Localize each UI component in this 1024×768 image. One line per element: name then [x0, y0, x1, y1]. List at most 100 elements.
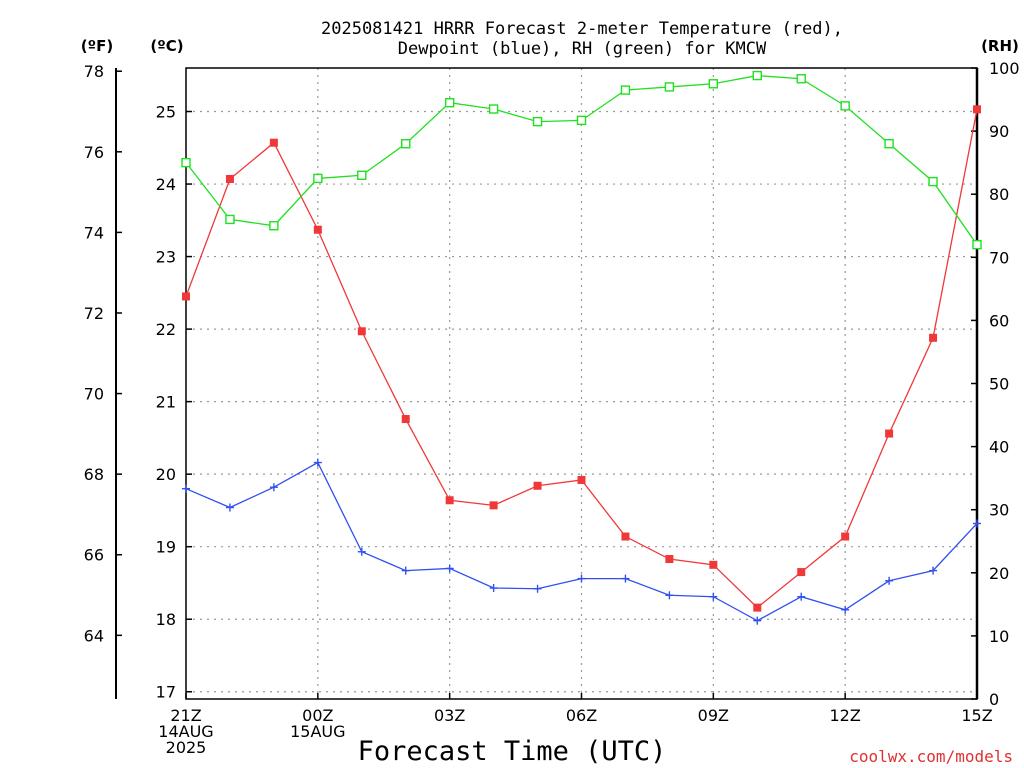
dewpoint-point [445, 564, 454, 573]
rh-point [357, 170, 367, 180]
celsius-tick-label: 20 [156, 465, 176, 484]
x-tick-label: 21Z [170, 706, 201, 725]
rh-axis-label: (RH) [981, 37, 1019, 55]
rh-point [972, 239, 982, 250]
rh-point [488, 104, 499, 114]
temperature-point [753, 603, 762, 612]
temperature-point [225, 174, 234, 183]
rh-point [444, 98, 455, 108]
rh-tick-label: 0 [989, 690, 999, 709]
fahrenheit-axis-label: (ºF) [81, 37, 113, 55]
temperature-point [841, 532, 850, 541]
rh-point [620, 85, 631, 95]
rh-point [708, 79, 719, 89]
rh-point [532, 116, 543, 127]
dewpoint-point [182, 484, 190, 493]
x-tick-label: 15Z [961, 706, 992, 725]
rh-tick-label: 10 [989, 627, 1009, 646]
fahrenheit-tick-label: 68 [84, 465, 104, 484]
rh-tick-label: 30 [989, 501, 1009, 520]
rh-point [928, 176, 938, 187]
rh-tick-label: 50 [989, 375, 1009, 394]
dewpoint-point [357, 547, 366, 556]
dewpoint-point [709, 592, 718, 601]
dewpoint-line [185, 461, 978, 622]
celsius-tick-label: 18 [156, 610, 176, 629]
dewpoint-point [621, 574, 630, 583]
dewpoint-point [313, 458, 322, 467]
rh-tick-label: 40 [989, 438, 1009, 457]
fahrenheit-tick-label: 64 [84, 626, 104, 645]
celsius-tick-label: 22 [156, 320, 176, 339]
dewpoint-point [797, 592, 806, 601]
x-tick-label: 15AUG [290, 722, 345, 741]
rh-series [181, 70, 982, 250]
temperature-point [401, 415, 410, 424]
x-tick-label: 09Z [698, 706, 729, 725]
left-celsius-axis: 17 18 19 20 21 22 23 24 25 [156, 103, 192, 702]
dewpoint-point [577, 574, 586, 583]
temperature-point [445, 496, 454, 505]
dewpoint-point [401, 566, 410, 575]
rh-point [752, 70, 762, 81]
rh-point [401, 139, 411, 149]
celsius-tick-label: 23 [156, 248, 176, 267]
rh-point [313, 173, 323, 184]
rh-point [884, 139, 894, 149]
chart-title-line1: 2025081421 HRRR Forecast 2-meter Tempera… [321, 19, 843, 39]
temperature-point [489, 501, 498, 510]
x-tick-label: 06Z [566, 706, 597, 725]
temperature-point [621, 532, 630, 541]
grid-lines [186, 68, 977, 699]
celsius-tick-label: 21 [156, 393, 176, 412]
x-axis-title: Forecast Time (UTC) [358, 736, 667, 767]
temperature-point [885, 429, 894, 438]
rh-point [269, 221, 279, 231]
dewpoint-point [225, 503, 234, 512]
dewpoint-point [929, 566, 938, 575]
temperature-point [797, 568, 806, 577]
celsius-tick-label: 25 [156, 103, 176, 122]
temperature-series [182, 105, 981, 612]
dewpoint-point [489, 584, 498, 593]
temperature-point [313, 225, 322, 234]
dewpoint-series [182, 458, 981, 625]
series-lines [181, 70, 982, 625]
chart-title-line2: Dewpoint (blue), RH (green) for KMCW [398, 39, 767, 59]
rh-tick-label: 20 [989, 564, 1009, 583]
rh-tick-label: 70 [989, 248, 1009, 267]
rh-tick-label: 60 [989, 311, 1009, 330]
fahrenheit-tick-label: 72 [84, 304, 104, 323]
rh-point [181, 157, 191, 168]
celsius-tick-label: 24 [156, 175, 176, 194]
rh-point [664, 82, 675, 92]
dewpoint-point [973, 519, 981, 528]
rh-point [840, 101, 850, 111]
fahrenheit-tick-label: 66 [84, 546, 104, 565]
rh-tick-label: 90 [989, 122, 1009, 141]
x-tick-label: 14AUG [158, 722, 213, 741]
watermark-text: coolwx.com/models [849, 747, 1013, 766]
dewpoint-point [885, 576, 894, 585]
x-tick-label: 03Z [434, 706, 465, 725]
temperature-point [665, 555, 674, 564]
fahrenheit-tick-label: 70 [84, 385, 104, 404]
dewpoint-point [269, 483, 278, 492]
fahrenheit-tick-label: 78 [84, 62, 104, 81]
dewpoint-point [841, 605, 850, 614]
left-fahrenheit-axis: 64 66 68 70 72 74 76 78 [84, 62, 122, 699]
x-tick-label: 00Z [302, 706, 333, 725]
fahrenheit-tick-label: 76 [84, 143, 104, 162]
x-tick-label: 2025 [166, 738, 207, 757]
right-rh-axis: 0 10 20 30 40 50 60 70 80 90 100 [971, 59, 1020, 709]
rh-point [796, 74, 806, 84]
rh-tick-label: 100 [989, 59, 1020, 78]
dewpoint-point [753, 616, 762, 625]
temperature-point [577, 475, 586, 484]
dewpoint-point [533, 584, 542, 593]
temperature-point [929, 333, 938, 342]
x-tick-label: 12Z [830, 706, 861, 725]
temperature-point [709, 560, 718, 569]
rh-point [576, 115, 587, 126]
